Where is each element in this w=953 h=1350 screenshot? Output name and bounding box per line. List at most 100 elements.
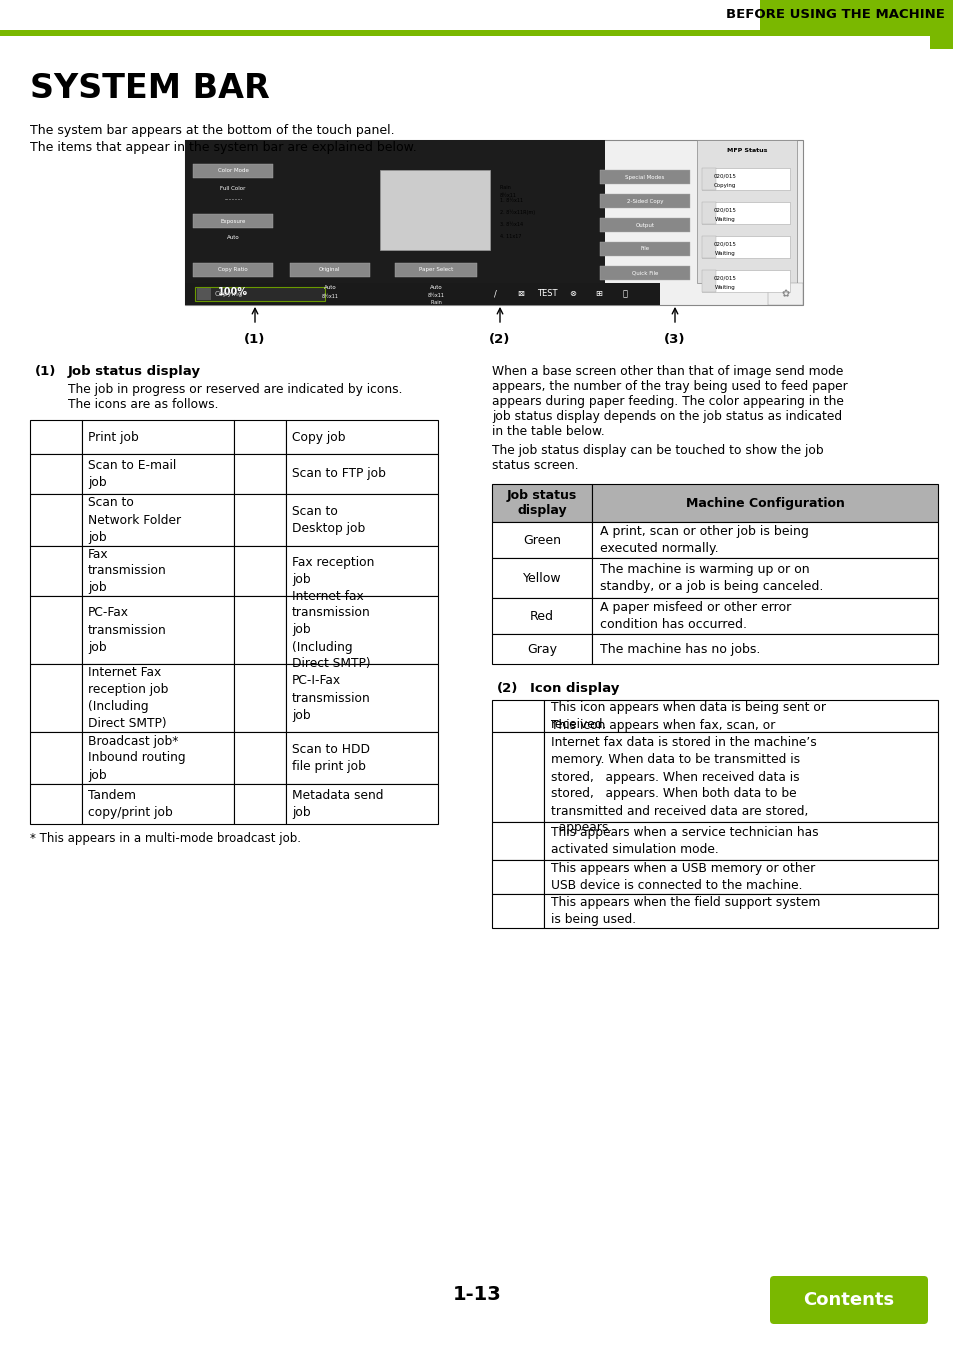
Text: Quick File: Quick File bbox=[631, 270, 658, 275]
Bar bbox=[492, 522, 592, 558]
Text: Fax reception
job: Fax reception job bbox=[292, 556, 374, 586]
Text: Copy job: Copy job bbox=[292, 431, 345, 444]
Text: Job status
display: Job status display bbox=[506, 489, 577, 517]
Text: 8½x11: 8½x11 bbox=[499, 193, 517, 198]
Bar bbox=[286, 420, 437, 454]
Text: Contents: Contents bbox=[802, 1291, 894, 1310]
Bar bbox=[492, 598, 592, 634]
Text: This icon appears when fax, scan, or
Internet fax data is stored in the machine’: This icon appears when fax, scan, or Int… bbox=[551, 720, 816, 834]
Text: in the table below.: in the table below. bbox=[492, 425, 604, 437]
Text: Print job: Print job bbox=[88, 431, 138, 444]
Text: ⊗: ⊗ bbox=[569, 289, 576, 298]
Text: PC-I-Fax
transmission
job: PC-I-Fax transmission job bbox=[292, 675, 371, 721]
Text: 🔒: 🔒 bbox=[622, 289, 627, 298]
Bar bbox=[286, 664, 437, 732]
Bar bbox=[82, 545, 233, 595]
Bar bbox=[30, 732, 82, 784]
Bar bbox=[233, 494, 286, 545]
Bar bbox=[599, 194, 689, 208]
Text: 020/015: 020/015 bbox=[713, 174, 736, 178]
Bar bbox=[395, 263, 476, 277]
Text: (3): (3) bbox=[663, 333, 685, 346]
Text: The job in progress or reserved are indicated by icons.: The job in progress or reserved are indi… bbox=[68, 383, 402, 396]
Bar bbox=[193, 263, 273, 277]
Bar bbox=[701, 270, 716, 292]
Bar bbox=[30, 454, 82, 494]
Text: /: / bbox=[493, 289, 496, 298]
Bar bbox=[701, 236, 716, 258]
Text: This icon appears when data is being sent or
received.: This icon appears when data is being sen… bbox=[551, 701, 825, 730]
Text: Auto: Auto bbox=[227, 235, 239, 240]
Bar bbox=[233, 454, 286, 494]
Text: This appears when a service technician has
activated simulation mode.: This appears when a service technician h… bbox=[551, 826, 818, 856]
Bar bbox=[492, 732, 543, 822]
Text: PC-Fax
transmission
job: PC-Fax transmission job bbox=[88, 606, 167, 653]
Bar bbox=[492, 558, 592, 598]
Text: ⊞: ⊞ bbox=[595, 289, 602, 298]
Bar bbox=[592, 558, 937, 598]
Bar bbox=[701, 167, 789, 190]
Bar bbox=[592, 522, 937, 558]
Bar bbox=[543, 860, 937, 894]
Bar bbox=[492, 860, 543, 894]
Bar bbox=[599, 217, 689, 232]
Text: Internet fax
transmission
job
(Including
Direct SMTP): Internet fax transmission job (Including… bbox=[292, 590, 371, 671]
Text: Plain: Plain bbox=[430, 300, 441, 305]
Text: Auto: Auto bbox=[429, 285, 442, 290]
Text: The system bar appears at the bottom of the touch panel.: The system bar appears at the bottom of … bbox=[30, 124, 395, 136]
Text: The job status display can be touched to show the job: The job status display can be touched to… bbox=[492, 444, 822, 458]
Bar bbox=[0, 30, 953, 36]
Text: Output: Output bbox=[635, 223, 654, 228]
Text: Scan to E-mail
job: Scan to E-mail job bbox=[88, 459, 176, 489]
Text: Copying: Copying bbox=[214, 292, 243, 297]
Text: 2. 8½x11R(m): 2. 8½x11R(m) bbox=[499, 211, 535, 216]
Text: Broadcast job*
Inbound routing
job: Broadcast job* Inbound routing job bbox=[88, 734, 186, 782]
Bar bbox=[492, 822, 543, 860]
Text: 100%: 100% bbox=[218, 288, 248, 297]
Text: Copying: Copying bbox=[713, 184, 736, 189]
Bar bbox=[697, 140, 796, 284]
Text: BEFORE USING THE MACHINE: BEFORE USING THE MACHINE bbox=[725, 8, 944, 22]
Bar bbox=[82, 664, 233, 732]
Bar bbox=[233, 784, 286, 824]
Bar bbox=[767, 284, 802, 305]
Bar bbox=[592, 485, 937, 522]
Text: Scan to
Network Folder
job: Scan to Network Folder job bbox=[88, 497, 181, 544]
Text: (2): (2) bbox=[489, 333, 510, 346]
Text: Fax
transmission
job: Fax transmission job bbox=[88, 548, 167, 594]
Text: File: File bbox=[639, 247, 649, 251]
Bar bbox=[185, 140, 802, 305]
Bar bbox=[193, 215, 273, 228]
Text: The icons are as follows.: The icons are as follows. bbox=[68, 398, 218, 410]
Text: Plain: Plain bbox=[499, 185, 511, 190]
Text: Waiting: Waiting bbox=[714, 251, 735, 256]
Text: MFP Status: MFP Status bbox=[726, 147, 766, 153]
Text: 1-13: 1-13 bbox=[452, 1285, 501, 1304]
Bar bbox=[543, 894, 937, 927]
Text: (2): (2) bbox=[497, 682, 517, 695]
Text: 020/015: 020/015 bbox=[713, 275, 736, 281]
Bar bbox=[30, 595, 82, 664]
Bar bbox=[82, 494, 233, 545]
Bar bbox=[492, 701, 543, 732]
Text: 8½x11: 8½x11 bbox=[321, 294, 338, 298]
Text: Color Mode: Color Mode bbox=[217, 169, 248, 174]
Text: Paper Select: Paper Select bbox=[418, 267, 453, 273]
Text: appears during paper feeding. The color appearing in the: appears during paper feeding. The color … bbox=[492, 396, 843, 408]
Text: 020/015: 020/015 bbox=[713, 208, 736, 212]
Bar bbox=[286, 595, 437, 664]
Bar bbox=[479, 284, 659, 305]
Text: Waiting: Waiting bbox=[714, 217, 735, 223]
Bar bbox=[701, 167, 716, 190]
Bar bbox=[599, 170, 689, 184]
Text: Original: Original bbox=[319, 267, 340, 273]
Bar bbox=[30, 494, 82, 545]
Text: Green: Green bbox=[522, 533, 560, 547]
Bar bbox=[233, 664, 286, 732]
Bar bbox=[701, 202, 789, 224]
Text: Job status display: Job status display bbox=[68, 364, 201, 378]
Text: Machine Configuration: Machine Configuration bbox=[685, 497, 843, 509]
Text: The machine is warming up or on
standby, or a job is being canceled.: The machine is warming up or on standby,… bbox=[599, 563, 822, 593]
Text: * This appears in a multi-mode broadcast job.: * This appears in a multi-mode broadcast… bbox=[30, 832, 301, 845]
Bar bbox=[599, 266, 689, 279]
